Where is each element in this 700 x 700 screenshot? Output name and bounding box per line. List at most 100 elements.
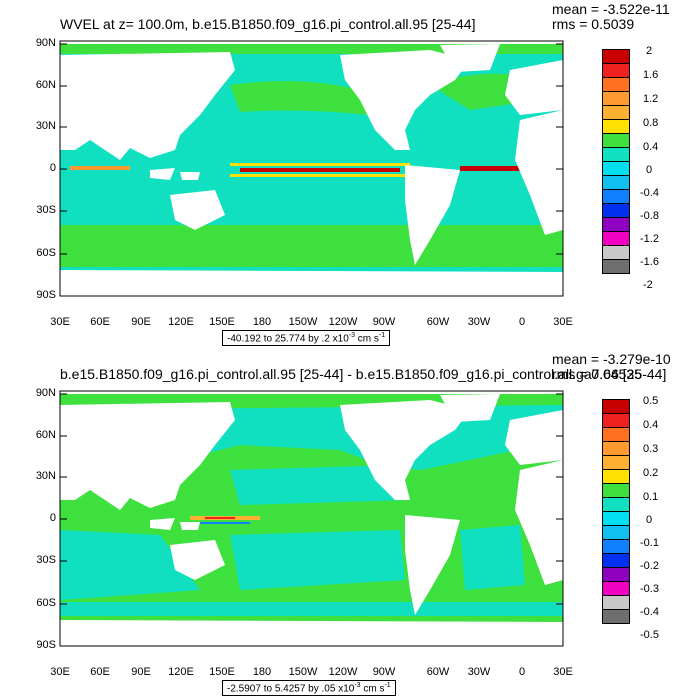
north-pacific-band (230, 81, 370, 115)
indian-jet (70, 166, 130, 170)
colorbar-label: 0.4 (643, 419, 659, 431)
lat-label-60s: 60S (36, 247, 56, 259)
lon-label: 30E (50, 316, 70, 328)
rms-stat: rms = 0.5039 (552, 16, 635, 32)
ticks (60, 43, 563, 297)
colorbar-swatch (602, 399, 630, 414)
colorbar-label: -2 (643, 279, 653, 291)
range-units: cm s (355, 333, 379, 345)
lon-label: 30W (467, 316, 491, 328)
lat-label-90n: 90N (35, 37, 56, 49)
colorbar-swatch (602, 497, 630, 512)
difference-patch (230, 530, 405, 590)
map-plot (59, 40, 564, 297)
ticks (60, 393, 563, 647)
difference-patch (60, 530, 200, 600)
colorbar-swatch (602, 189, 630, 204)
lat-label-30s: 30S (36, 554, 56, 566)
colorbar-swatch (602, 539, 630, 554)
range-exponent: -3 (354, 682, 361, 689)
colorbar-label: -1.6 (640, 256, 659, 268)
colorbar-label: -0.1 (640, 537, 659, 549)
rms-stat: rms = 0.04535 (552, 366, 642, 382)
range-text: -2.5907 to 5.4257 by .05 x10 (227, 683, 355, 695)
difference-patch (460, 525, 525, 590)
atlantic-jet (460, 166, 530, 171)
contour-range-box: -40.192 to 25.774 by .2 x10-3 cm s-1 (222, 330, 391, 347)
lat-label-60n: 60N (35, 429, 56, 441)
colorbar-swatch (602, 441, 630, 456)
colorbar-swatch (602, 427, 630, 442)
colorbar-swatch (602, 413, 630, 428)
colorbar-label: 0 (646, 514, 653, 526)
arctic-band (60, 44, 563, 54)
range-units-exponent: -1 (384, 682, 391, 689)
colorbar-swatch (602, 133, 630, 148)
colorbar-swatch (602, 63, 630, 78)
equatorial-signal-core (205, 517, 235, 519)
colorbar-swatch (602, 595, 630, 610)
range-units-exponent: -1 (378, 332, 386, 339)
colorbar-swatch (602, 231, 630, 246)
lon-label: 0 (518, 666, 526, 678)
panel-bottom: b.e15.B1850.f09_g16.pi_control.all.95 [2… (0, 350, 700, 700)
range-text: -40.192 to 25.774 by .2 x10 (227, 333, 349, 345)
colorbar-swatch (602, 49, 630, 64)
lon-label: 60W (426, 316, 450, 328)
colorbar-swatch (602, 161, 630, 176)
colorbar-swatch (602, 259, 630, 274)
lon-label: 60E (90, 666, 110, 678)
lat-label-90s: 90S (36, 639, 56, 651)
colorbar-swatch (602, 91, 630, 106)
lon-label: 0 (518, 316, 526, 328)
lat-label-30s: 30S (36, 204, 56, 216)
land (60, 44, 563, 296)
lon-label: 30E (553, 666, 573, 678)
mean-stat: mean = -3.279e-10 (552, 351, 671, 367)
colorbar-swatch (602, 147, 630, 162)
colorbar-swatch (602, 525, 630, 540)
lon-label: 150W (288, 316, 318, 328)
colorbar-label: 2 (646, 45, 653, 57)
land (60, 394, 563, 646)
colorbar-swatch (602, 175, 630, 190)
mean-stat: mean = -3.522e-11 (552, 1, 670, 17)
equatorial-jet (240, 168, 400, 172)
lat-label-60n: 60N (35, 79, 56, 91)
equatorial-signal-blue (200, 522, 250, 524)
difference-patch (60, 602, 563, 616)
contour-range-box: -2.5907 to 5.4257 by .05 x10-3 cm s-1 (222, 680, 396, 697)
lon-label: 120E (168, 666, 194, 678)
lon-label: 90W (372, 316, 396, 328)
lat-label-90n: 90N (35, 387, 56, 399)
colorbar-label: 0.2 (643, 467, 659, 479)
lon-label: 30E (50, 666, 70, 678)
colorbar-label: 0.4 (643, 141, 659, 153)
panel-title: b.e15.B1850.f09_g16.pi_control.all.95 [2… (60, 366, 667, 382)
colorbar-swatch (602, 119, 630, 134)
colorbar-swatch (602, 105, 630, 120)
colorbar-label: 0.1 (643, 491, 659, 503)
colorbar-label: 1.6 (643, 69, 659, 81)
colorbar-label: -0.3 (640, 583, 659, 595)
colorbar-swatch (602, 553, 630, 568)
colorbar-swatch (602, 511, 630, 526)
lat-label-30n: 30N (35, 470, 56, 482)
lon-label: 180 (252, 666, 272, 678)
colorbar-swatch (602, 203, 630, 218)
lon-label: 150E (209, 666, 235, 678)
lon-label: 90E (131, 316, 151, 328)
panel-top: WVEL at z= 100.0m, b.e15.B1850.f09_g16.p… (35, 1, 670, 347)
southern-band (60, 225, 563, 267)
colorbar-swatch (602, 581, 630, 596)
lon-label: 60W (426, 666, 450, 678)
colorbar-label: -0.2 (640, 560, 659, 572)
colorbar-label: 0.3 (643, 443, 659, 455)
map-plot (59, 390, 564, 647)
colorbar-swatch (602, 483, 630, 498)
colorbar-label: -0.4 (640, 187, 659, 199)
panel-title: WVEL at z= 100.0m, b.e15.B1850.f09_g16.p… (60, 16, 476, 32)
equatorial-jet-halo-2 (230, 174, 410, 177)
lon-label: 90W (372, 666, 396, 678)
colorbar-swatch (602, 217, 630, 232)
